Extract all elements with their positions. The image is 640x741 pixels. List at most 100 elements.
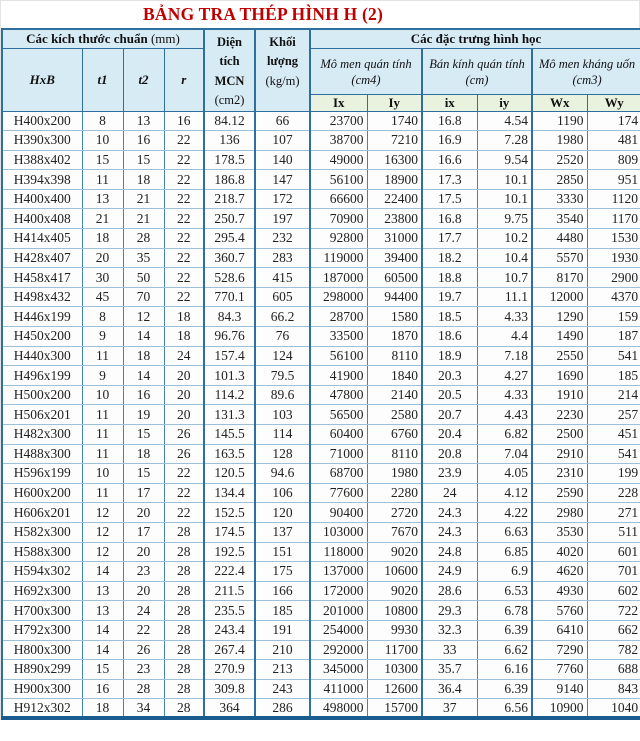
- cell-ix: 20.8: [421, 443, 478, 465]
- cell-hxb: H440x300: [1, 345, 83, 367]
- cell-area: 235.5: [203, 600, 256, 621]
- cell-Wx: 4620: [531, 561, 588, 582]
- cell-Wx: 4930: [531, 580, 588, 602]
- cell-Iy: 1840: [366, 365, 423, 386]
- cell-Ix: 201000: [309, 600, 368, 621]
- table-row: H500x200 10 16 20 114.2 89.6 47800 2140 20.5 4.33…: [1, 384, 640, 406]
- table-row: H440x300 11 18 24 157.4 124 56100 8110 18.9 7.18 2…: [1, 345, 640, 367]
- cell-Wx: 3330: [531, 188, 588, 210]
- table-row: H792x300 14 22 28 243.4 191 254000 9930 32.3 6.39…: [1, 619, 640, 641]
- cell-ix: 18.8: [421, 267, 478, 288]
- cell-t1: 30: [81, 267, 124, 288]
- cell-iy: 6.9: [476, 561, 533, 582]
- header-col-Ix: Ix: [309, 93, 368, 112]
- cell-t1: 10: [81, 384, 124, 406]
- cell-area: 96.76: [203, 326, 256, 347]
- cell-area: 120.5: [203, 463, 256, 484]
- cell-t2: 35: [122, 247, 165, 269]
- cell-Iy: 1870: [366, 326, 423, 347]
- cell-area: 243.4: [203, 619, 256, 641]
- cell-iy: 4.33: [476, 384, 533, 406]
- cell-Wy: 199: [586, 463, 640, 484]
- cell-Iy: 15700: [366, 698, 423, 719]
- cell-Iy: 9020: [366, 580, 423, 602]
- cell-area: 218.7: [203, 188, 256, 210]
- cell-mass: 213: [254, 659, 311, 680]
- cell-r: 22: [163, 149, 205, 171]
- header-radius-gyration-label: Bán kính quán tính: [429, 56, 525, 71]
- cell-Iy: 8110: [366, 443, 423, 465]
- cell-iy: 4.43: [476, 404, 533, 425]
- cell-hxb: H792x300: [1, 619, 83, 641]
- cell-Wx: 2500: [531, 424, 588, 445]
- table-row: H450x200 9 14 18 96.76 76 33500 1870 18.6 4.4 1490…: [1, 326, 640, 347]
- cell-area: 157.4: [203, 345, 256, 367]
- table-row: H482x300 11 15 26 145.5 114 60400 6760 20.4 6.82 2…: [1, 424, 640, 445]
- cell-t2: 16: [122, 130, 165, 151]
- cell-t2: 23: [122, 561, 165, 582]
- cell-area: 192.5: [203, 541, 256, 563]
- cell-t1: 8: [81, 306, 124, 328]
- cell-mass: 89.6: [254, 384, 311, 406]
- table-row: H700x300 13 24 28 235.5 185 201000 10800 29.3 6.7…: [1, 600, 640, 621]
- header-col-Wx: Wx: [531, 93, 588, 112]
- cell-Wx: 2850: [531, 169, 588, 190]
- header-area-label: Diện tích MCN: [214, 35, 245, 88]
- cell-t2: 18: [122, 443, 165, 465]
- cell-r: 22: [163, 208, 205, 230]
- cell-area: 270.9: [203, 659, 256, 680]
- cell-Wy: 602: [586, 580, 640, 602]
- cell-mass: 243: [254, 678, 311, 700]
- cell-ix: 16.6: [421, 149, 478, 171]
- cell-Iy: 8110: [366, 345, 423, 367]
- cell-ix: 18.5: [421, 306, 478, 328]
- cell-t2: 13: [122, 110, 165, 132]
- cell-Iy: 9020: [366, 541, 423, 563]
- cell-Wx: 2980: [531, 502, 588, 523]
- cell-t1: 9: [81, 365, 124, 386]
- cell-mass: 147: [254, 169, 311, 190]
- header-section-modulus-unit: (cm3): [572, 72, 602, 87]
- cell-Wx: 7290: [531, 639, 588, 661]
- cell-t2: 17: [122, 521, 165, 543]
- header-row-subcolumns: Ix Iy ix iy Wx Wy: [2, 93, 640, 112]
- cell-Iy: 94400: [366, 286, 423, 308]
- cell-Iy: 10800: [366, 600, 423, 621]
- cell-mass: 140: [254, 149, 311, 171]
- cell-Iy: 7670: [366, 521, 423, 543]
- cell-mass: 114: [254, 424, 311, 445]
- cell-area: 163.5: [203, 443, 256, 465]
- cell-hxb: H388x402: [1, 149, 83, 171]
- cell-r: 28: [163, 541, 205, 563]
- cell-t2: 21: [122, 208, 165, 230]
- cell-area: 178.5: [203, 149, 256, 171]
- cell-iy: 4.4: [476, 326, 533, 347]
- cell-Wx: 1290: [531, 306, 588, 328]
- cell-Wy: 481: [586, 130, 640, 151]
- cell-hxb: H606x201: [1, 502, 83, 523]
- cell-Ix: 172000: [309, 580, 368, 602]
- table-row: H588x300 12 20 28 192.5 151 118000 9020 24.8 6.85…: [1, 541, 640, 563]
- cell-Wy: 809: [586, 149, 640, 171]
- cell-Ix: 187000: [309, 267, 368, 288]
- cell-Iy: 10300: [366, 659, 423, 680]
- cell-iy: 4.12: [476, 482, 533, 504]
- header-col-r: r: [163, 47, 205, 112]
- cell-area: 295.4: [203, 228, 256, 249]
- table-row: H800x300 14 26 28 267.4 210 292000 11700 33 6.62 7…: [1, 639, 640, 661]
- cell-Wy: 451: [586, 424, 640, 445]
- cell-Iy: 60500: [366, 267, 423, 288]
- cell-Ix: 47800: [309, 384, 368, 406]
- cell-Wy: 214: [586, 384, 640, 406]
- cell-Wx: 2310: [531, 463, 588, 484]
- cell-iy: 4.54: [476, 110, 533, 132]
- header-dimensions-unit: (mm): [150, 30, 180, 46]
- table-row: H506x201 11 19 20 131.3 103 56500 2580 20.7 4.43 2…: [1, 404, 640, 425]
- cell-mass: 137: [254, 521, 311, 543]
- cell-hxb: H500x200: [1, 384, 83, 406]
- cell-r: 28: [163, 561, 205, 582]
- cell-Iy: 39400: [366, 247, 423, 269]
- cell-mass: 166: [254, 580, 311, 602]
- cell-t2: 15: [122, 149, 165, 171]
- cell-Wx: 3530: [531, 521, 588, 543]
